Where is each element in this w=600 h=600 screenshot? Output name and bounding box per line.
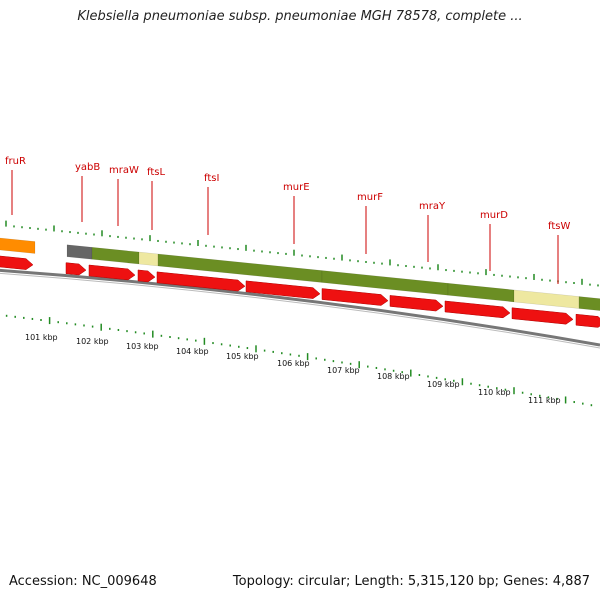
next-feature[interactable] xyxy=(578,296,600,312)
ftsW-feature[interactable] xyxy=(513,289,580,309)
kbp-label: 111 kbp xyxy=(528,396,561,405)
gene-label-layer[interactable]: fruR yabB mraW ftsL ftsI murE murF mraY murD ftsW xyxy=(5,156,570,232)
cds-arrow[interactable] xyxy=(444,300,511,319)
cds-arrow[interactable] xyxy=(389,295,444,312)
cds-arrow[interactable] xyxy=(0,255,34,270)
kbp-label: 103 kbp xyxy=(126,342,159,351)
gene-label-murE[interactable]: murE xyxy=(283,182,310,193)
yabB-feature[interactable] xyxy=(66,244,93,260)
gene-label-murD[interactable]: murD xyxy=(480,210,508,221)
kbp-label: 105 kbp xyxy=(226,352,259,361)
kbp-label: 109 kbp xyxy=(427,380,460,389)
cds-arrow[interactable] xyxy=(511,307,574,325)
genome-backbone xyxy=(0,268,600,347)
kbp-label: 102 kbp xyxy=(76,337,109,346)
cds-arrow[interactable] xyxy=(245,280,321,299)
genome-backbone-shadow xyxy=(0,272,600,349)
gene-label-leaders xyxy=(11,170,559,284)
gene-label-ftsW[interactable]: ftsW xyxy=(548,221,570,232)
gene-label-mraW[interactable]: mraW xyxy=(109,165,139,176)
kbp-label: 107 kbp xyxy=(327,366,360,375)
map-title: Klebsiella pneumoniae subsp. pneumoniae … xyxy=(77,9,523,24)
cds-arrow-track[interactable] xyxy=(0,255,600,328)
fruR-feature[interactable] xyxy=(0,237,36,254)
kbp-label: 101 kbp xyxy=(25,333,58,342)
kbp-label-layer: 101 kbp 102 kbp 103 kbp 104 kbp 105 kbp 106 k… xyxy=(25,333,561,405)
ftsL-feature[interactable] xyxy=(138,251,159,267)
kbp-label: 110 kbp xyxy=(478,388,511,397)
gene-feature-track[interactable] xyxy=(0,237,600,311)
cds-arrow[interactable] xyxy=(575,313,600,328)
gene-label-ftsL[interactable]: ftsL xyxy=(147,167,165,178)
kbp-label: 106 kbp xyxy=(277,359,310,368)
lower-tick-row xyxy=(5,314,593,407)
accession-text: Accession: NC_009648 xyxy=(9,574,157,589)
mraW-feature[interactable] xyxy=(91,247,140,265)
gene-label-murF[interactable]: murF xyxy=(357,192,383,203)
cds-arrow[interactable] xyxy=(156,271,246,292)
upper-tick-row xyxy=(5,220,599,287)
topology-summary: Topology: circular; Length: 5,315,120 bp… xyxy=(232,574,590,589)
gene-label-fruR[interactable]: fruR xyxy=(5,156,26,167)
cds-arrow[interactable] xyxy=(65,262,87,276)
kbp-label: 108 kbp xyxy=(377,372,410,381)
cds-arrow[interactable] xyxy=(137,269,156,283)
gene-label-mraY[interactable]: mraY xyxy=(419,201,446,212)
gene-label-yabB[interactable]: yabB xyxy=(75,162,100,173)
cds-arrow[interactable] xyxy=(321,288,389,306)
kbp-label: 104 kbp xyxy=(176,347,209,356)
mraY-murD-feature[interactable] xyxy=(447,282,515,303)
cds-arrow[interactable] xyxy=(88,264,136,281)
gene-label-ftsI[interactable]: ftsI xyxy=(204,173,219,184)
